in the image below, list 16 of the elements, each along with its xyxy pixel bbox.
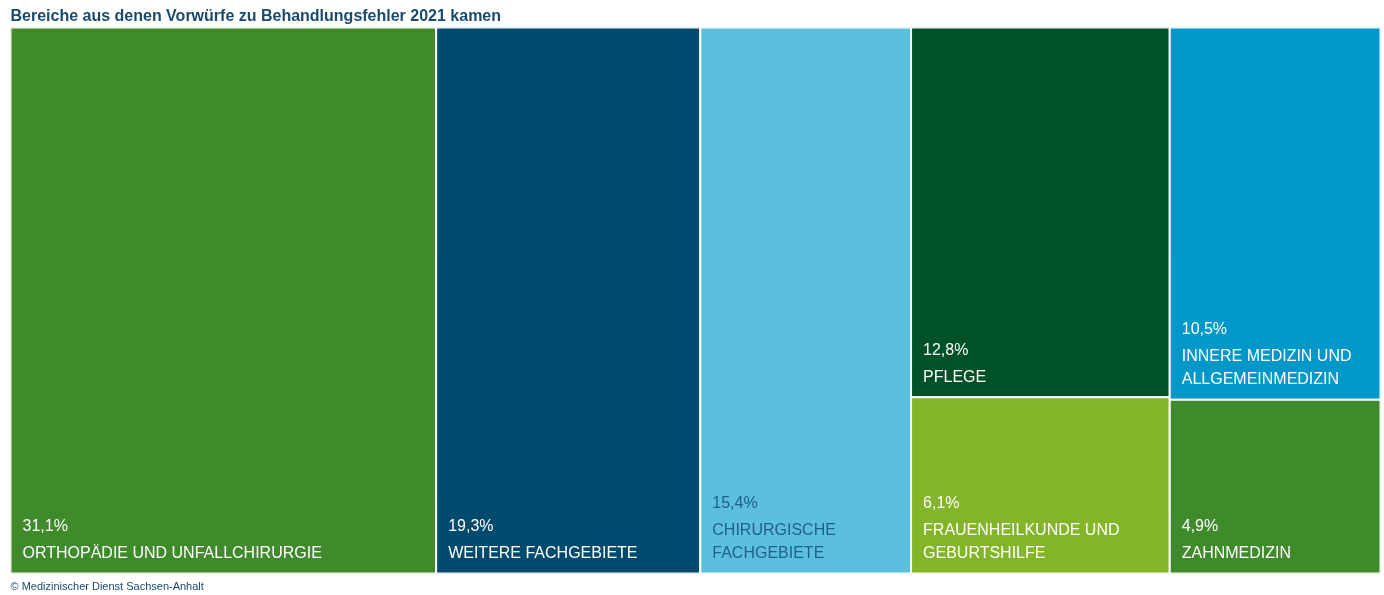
category-label: INNERE MEDIZIN UND ALLGEMEINMEDIZIN xyxy=(1181,347,1352,388)
data-label: 15,4% xyxy=(712,493,758,511)
category-label: CHIRURGISCHE FACHGEBIETE xyxy=(712,521,836,561)
category-label: ORTHOPÄDIE UND UNFALLCHIRURGIE xyxy=(22,543,322,561)
data-label: 19,3% xyxy=(448,516,494,534)
data-label: 6,1% xyxy=(923,493,960,511)
category-label: FRAUENHEILKUNDE UND GEBURTSHILFE xyxy=(923,521,1120,561)
category-label: ZAHNMEDIZIN xyxy=(1181,543,1292,561)
text: © Medizinischer Dienst Sachsen-Anhalt xyxy=(10,579,204,592)
data-label: 10,5% xyxy=(1181,320,1228,338)
data-label: 4,9% xyxy=(1181,516,1219,534)
text: Bereiche aus denen Vorwürfe zu Behandlungsfehler 2021 kamen xyxy=(10,6,502,24)
data-label: 31,1% xyxy=(22,516,68,534)
data-label: 12,8% xyxy=(923,340,969,358)
category-label: WEITERE FACHGEBIETE xyxy=(448,543,638,561)
category-label: PFLEGE xyxy=(923,367,987,385)
